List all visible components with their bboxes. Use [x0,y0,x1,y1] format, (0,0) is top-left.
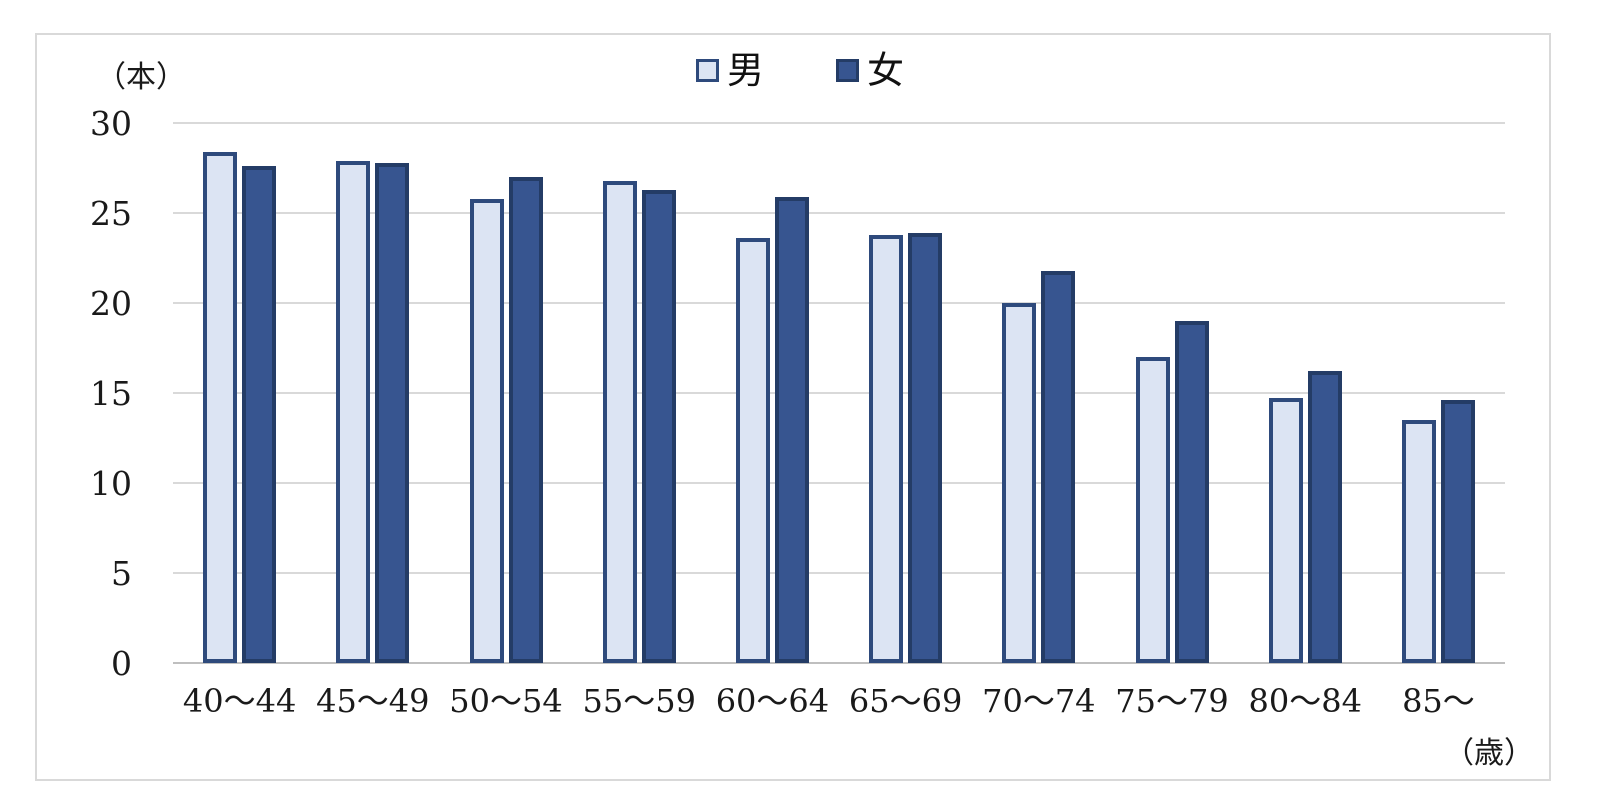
bar-female-70〜74 [1041,270,1076,663]
x-tick-label-40〜44: 40〜44 [182,682,297,720]
y-tick-label-25: 25 [90,194,132,233]
bar-male-65〜69 [869,234,904,663]
legend-item-female: 女 [836,52,904,89]
bar-male-60〜64 [735,238,770,663]
bar-female-85〜 [1440,400,1475,663]
bar-female-45〜49 [375,162,410,663]
bar-female-40〜44 [242,166,277,663]
legend-label-female: 女 [867,49,904,92]
x-axis-unit-label: （歳） [1444,736,1534,771]
legend-swatch-female [836,59,859,82]
gridline-25 [173,212,1505,214]
y-axis-unit-label: （本） [96,60,186,95]
y-tick-label-10: 10 [90,464,132,503]
bar-male-40〜44 [203,151,238,663]
bar-male-75〜79 [1135,357,1170,663]
x-tick-label-60〜64: 60〜64 [715,682,830,720]
bar-group-85〜 [1372,123,1505,663]
bar-female-60〜64 [774,196,809,663]
legend-item-male: 男 [696,52,764,89]
y-tick-label-30: 30 [90,104,132,143]
bar-male-85〜 [1401,420,1436,663]
y-tick-label-5: 5 [111,554,132,593]
x-tick-label-85〜: 85〜 [1402,682,1475,720]
y-tick-label-20: 20 [90,284,132,323]
chart-legend: 男 女 [0,52,1600,89]
y-tick-label-0: 0 [111,644,132,683]
bar-female-75〜79 [1174,321,1209,663]
bar-group-80〜84 [1239,123,1372,663]
bar-group-70〜74 [972,123,1105,663]
bar-female-65〜69 [908,232,943,663]
bar-male-80〜84 [1268,398,1303,663]
bar-male-45〜49 [336,160,371,663]
bar-group-50〜54 [439,123,572,663]
gridline-15 [173,392,1505,394]
bar-male-55〜59 [602,180,637,663]
x-tick-label-65〜69: 65〜69 [848,682,963,720]
legend-swatch-male [696,59,719,82]
bar-group-45〜49 [306,123,439,663]
bar-group-55〜59 [573,123,706,663]
x-tick-label-70〜74: 70〜74 [982,682,1096,720]
x-tick-label-45〜49: 45〜49 [316,682,430,720]
x-tick-label-50〜54: 50〜54 [449,682,563,720]
bar-male-50〜54 [469,198,504,663]
x-tick-label-55〜59: 55〜59 [582,682,696,720]
bar-male-70〜74 [1002,303,1037,663]
gridline-0 [173,662,1505,664]
x-tick-label-75〜79: 75〜79 [1115,682,1229,720]
bar-group-75〜79 [1105,123,1238,663]
legend-label-male: 男 [727,49,764,92]
x-tick-label-80〜84: 80〜84 [1248,682,1362,720]
y-tick-label-15: 15 [90,374,132,413]
gridline-30 [173,122,1505,124]
gridline-10 [173,482,1505,484]
bar-female-55〜59 [641,189,676,663]
gridline-20 [173,302,1505,304]
plot-area [173,123,1505,663]
x-axis-tick-labels: 40〜44 45〜49 50〜54 55〜59 60〜64 65〜69 70〜74 75〜79… [173,676,1505,722]
gridline-5 [173,572,1505,574]
bar-group-60〜64 [706,123,839,663]
bar-female-80〜84 [1307,371,1342,663]
bar-female-50〜54 [508,177,543,663]
bar-group-40〜44 [173,123,306,663]
bar-group-65〜69 [839,123,972,663]
